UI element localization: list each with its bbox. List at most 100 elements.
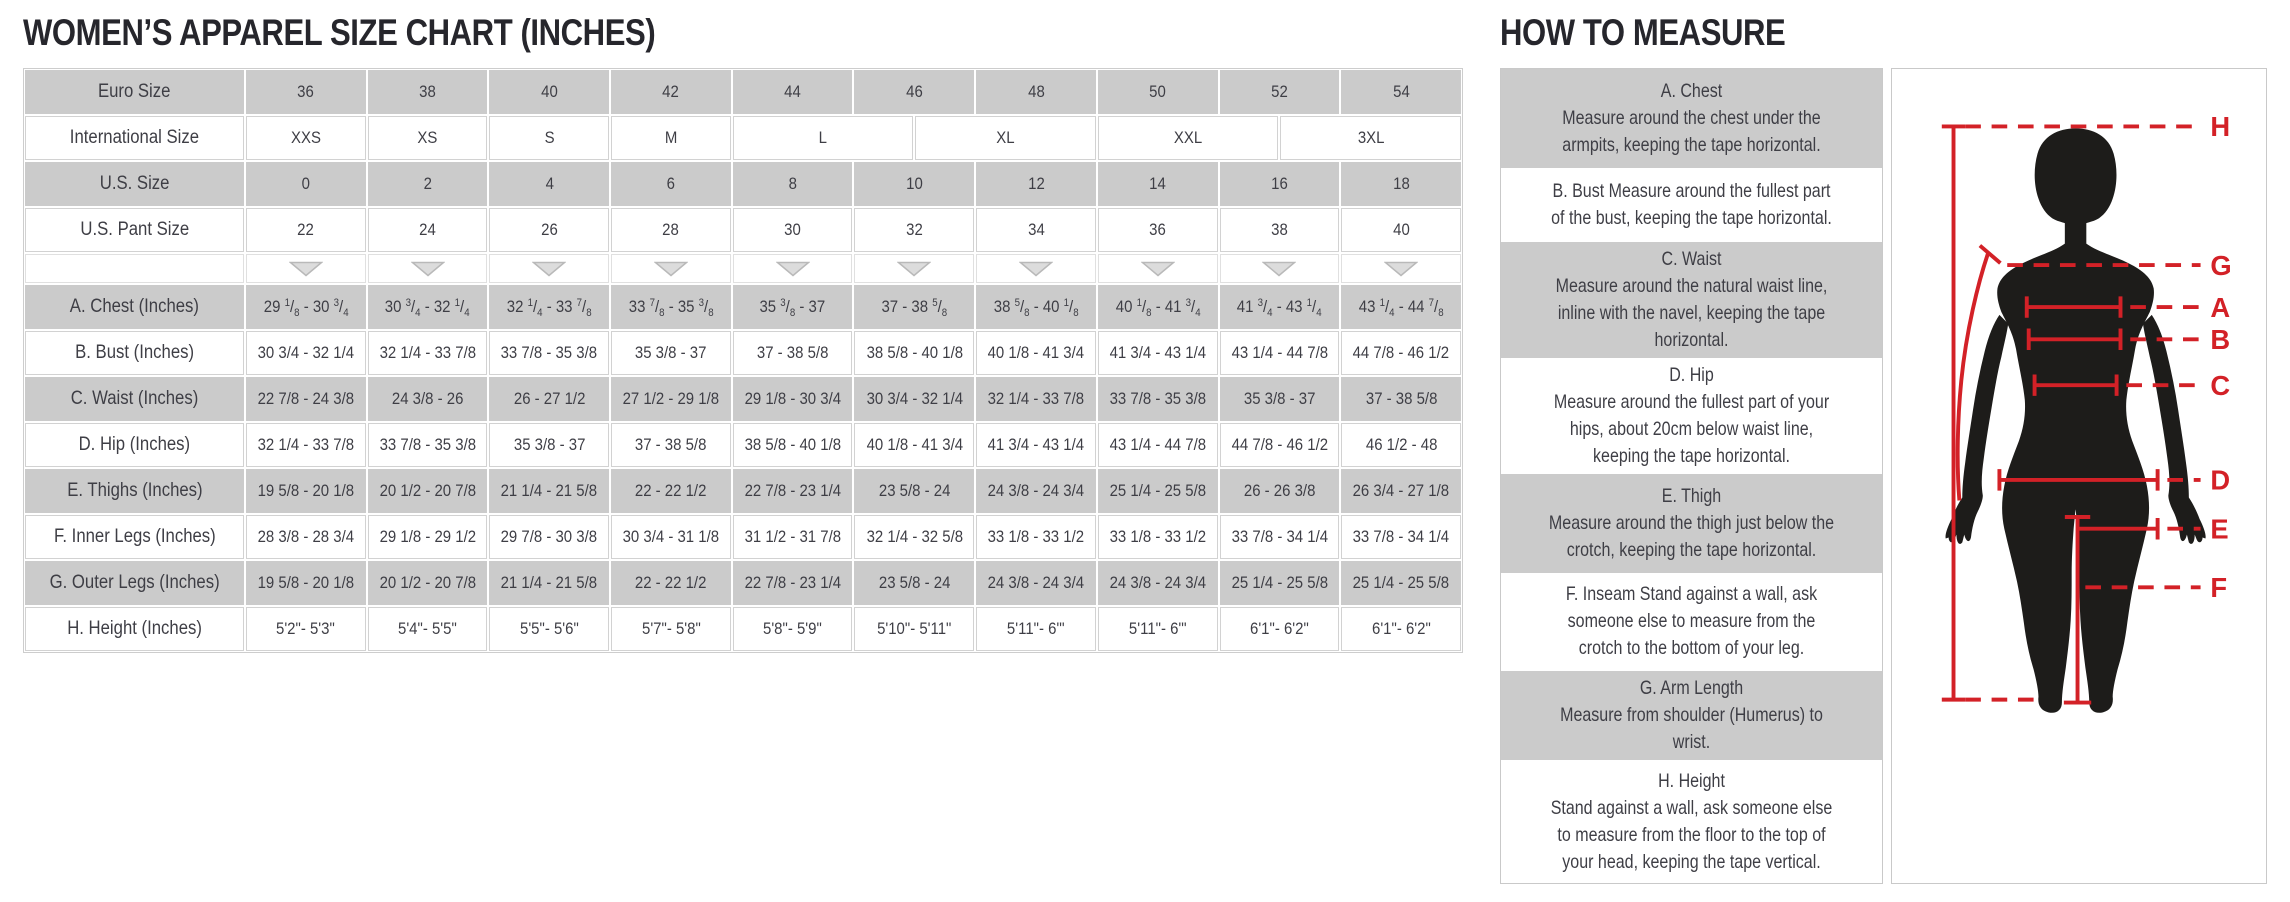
body-silhouette-figure: H G A B C D E F: [1941, 111, 2232, 713]
arm-length-curve: [1955, 244, 2002, 501]
measure-section-text: Measure around the fullest part of your …: [1553, 391, 1830, 468]
measurement-cell: 41 3/4 - 43 1/4: [1219, 285, 1340, 329]
measurement-text: 5'7"- 5'8": [641, 619, 701, 638]
down-arrow-icon: [775, 261, 810, 276]
size-header-cell: 34: [976, 208, 1096, 252]
table-row-a-chest-inches: A. Chest (Inches) 29 1/8 - 30 3/4 30 3/4 -…: [25, 285, 1461, 329]
measurement-cell: 33 1/8 - 33 1/2: [976, 515, 1096, 559]
measurement-text: 37 - 38 5/8: [881, 297, 948, 319]
measurement-text: 38 5/8 - 40 1/8: [744, 435, 841, 454]
measure-section-text: Measure from shoulder (Humerus) to wrist…: [1560, 704, 1823, 754]
measurement-cell: 24 3/8 - 24 3/4: [976, 561, 1096, 605]
bust-measure-line: [2026, 328, 2123, 351]
measurement-text: 26 3/4 - 27 1/8: [1352, 481, 1450, 500]
measurement-cell: 33 1/8 - 33 1/2: [1097, 515, 1218, 559]
measure-section-content: E. Thigh Measure around the thigh just be…: [1546, 483, 1838, 564]
size-header-text: 24: [419, 220, 436, 239]
thigh-measure-line: [2077, 517, 2160, 540]
measurement-text: 30 3/4 - 32 1/4: [257, 343, 355, 362]
size-header-cell: 48: [976, 70, 1096, 114]
measure-section-text: Measure around the natural waist line, i…: [1555, 275, 1828, 352]
size-header-cell: XXS: [246, 116, 366, 160]
measurement-text: 41 3/4 - 43 1/4: [987, 435, 1085, 454]
measurement-text: 5'10"- 5'11": [877, 619, 952, 638]
measurement-text: 22 - 22 1/2: [635, 481, 707, 500]
measurement-cell: 22 - 22 1/2: [611, 469, 731, 513]
measurement-cell: 32 1/4 - 33 7/8: [976, 377, 1096, 421]
measurement-cell: 29 1/8 - 30 3/4: [732, 377, 853, 421]
measurement-text: 5'8"- 5'9": [763, 619, 823, 638]
row-label-text: F. Inner Legs (Inches): [53, 526, 216, 547]
how-to-measure-title: HOW TO MEASURE: [1500, 12, 1786, 53]
down-arrow-icon: [288, 261, 323, 276]
measurement-cell: 30 3/4 - 32 1/4: [367, 285, 488, 329]
measurement-text: 20 1/2 - 20 7/8: [379, 481, 476, 500]
measurement-cell: 41 3/4 - 43 1/4: [1097, 331, 1218, 375]
measurement-cell: 26 3/4 - 27 1/8: [1341, 469, 1461, 513]
measurement-text: 31 1/2 - 31 7/8: [744, 527, 841, 546]
measurement-cell: 38 5/8 - 40 1/8: [732, 423, 853, 467]
measure-section-content: F. Inseam Stand against a wall, ask some…: [1546, 581, 1838, 662]
measurement-text: 5'5"- 5'6": [519, 619, 579, 638]
size-header-cell: 26: [489, 208, 610, 252]
height-measure-line: [1941, 124, 1966, 702]
size-header-text: 40: [1392, 220, 1410, 239]
size-header-text: 0: [301, 174, 311, 193]
measurement-text: 5'2"- 5'3": [276, 619, 336, 638]
how-to-measure-section: HOW TO MEASURE A. Chest Measure around th…: [1500, 12, 2267, 884]
measurement-text: 26 - 27 1/2: [513, 389, 585, 408]
measurement-text: 37 - 38 5/8: [1365, 389, 1437, 408]
figure-label-d: D: [2210, 465, 2230, 496]
size-header-text: 18: [1392, 174, 1410, 193]
measurement-cell: 6'1"- 6'2": [1341, 607, 1461, 651]
measurement-text: 5'11"- 6'": [1128, 619, 1187, 638]
measurement-text: 23 5/8 - 24: [878, 481, 951, 500]
arrow-cell: [489, 254, 610, 283]
measure-section-content: D. Hip Measure around the fullest part of…: [1546, 362, 1838, 470]
size-header-cell: 16: [1219, 162, 1340, 206]
measurement-cell: 26 - 26 3/8: [1219, 469, 1340, 513]
chest-measure-line: [2024, 296, 2123, 318]
size-header-text: M: [664, 128, 678, 147]
size-header-text: 34: [1027, 220, 1045, 239]
size-header-text: 38: [1271, 220, 1288, 239]
table-row-u-s-size: U.S. Size 0 2 4 6 8 10 12 14 16 18: [25, 162, 1461, 206]
size-header-cell: 38: [1219, 208, 1340, 252]
size-header-cell: 40: [489, 70, 610, 114]
size-header-cell: 52: [1219, 70, 1340, 114]
measurement-text: 27 1/2 - 29 1/8: [622, 389, 720, 408]
measure-section-text: Measure around the thigh just below the …: [1548, 511, 1835, 561]
measurement-cell: 43 1/4 - 44 7/8: [1219, 331, 1340, 375]
row-label: G. Outer Legs (Inches): [25, 561, 244, 605]
measurement-text: 33 7/8 - 35 3/8: [628, 297, 714, 319]
measurement-text: 29 1/8 - 30 3/4: [263, 297, 349, 319]
arrow-cell: [976, 254, 1096, 283]
size-header-cell: 12: [976, 162, 1096, 206]
measurement-text: 6'1"- 6'2": [1371, 619, 1431, 638]
measurement-cell: 31 1/2 - 31 7/8: [732, 515, 853, 559]
measurement-cell: 32 1/4 - 33 7/8: [367, 331, 488, 375]
row-label-text: Euro Size: [98, 81, 171, 102]
measurement-text: 22 7/8 - 23 1/4: [744, 481, 841, 500]
measurement-cell: 33 7/8 - 34 1/4: [1219, 515, 1340, 559]
size-header-text: 26: [540, 220, 558, 239]
measurement-cell: 33 7/8 - 34 1/4: [1341, 515, 1461, 559]
size-header-text: L: [818, 128, 828, 147]
measure-section-text: Measure around the chest under the armpi…: [1562, 106, 1821, 156]
size-header-text: XXL: [1174, 128, 1203, 147]
measurement-cell: 35 3/8 - 37: [1219, 377, 1340, 421]
size-header-cell: 40: [1341, 208, 1461, 252]
measurement-text: 19 5/8 - 20 1/8: [257, 573, 355, 592]
measurement-cell: 40 1/8 - 41 3/4: [854, 423, 975, 467]
size-header-cell: 18: [1341, 162, 1461, 206]
size-chart-table: Euro Size 36 38 40 42 44 46 48 50 52 54 Internation…: [23, 68, 1463, 653]
size-header-cell: 42: [611, 70, 731, 114]
measurement-cell: 35 3/8 - 37: [732, 285, 853, 329]
measurement-cell: 29 1/8 - 29 1/2: [367, 515, 488, 559]
measurement-cell: 29 1/8 - 30 3/4: [246, 285, 366, 329]
measurement-text: 25 1/4 - 25 5/8: [1109, 481, 1206, 500]
size-header-text: 4: [545, 174, 554, 193]
size-header-cell: 6: [611, 162, 731, 206]
row-label: [25, 254, 244, 283]
